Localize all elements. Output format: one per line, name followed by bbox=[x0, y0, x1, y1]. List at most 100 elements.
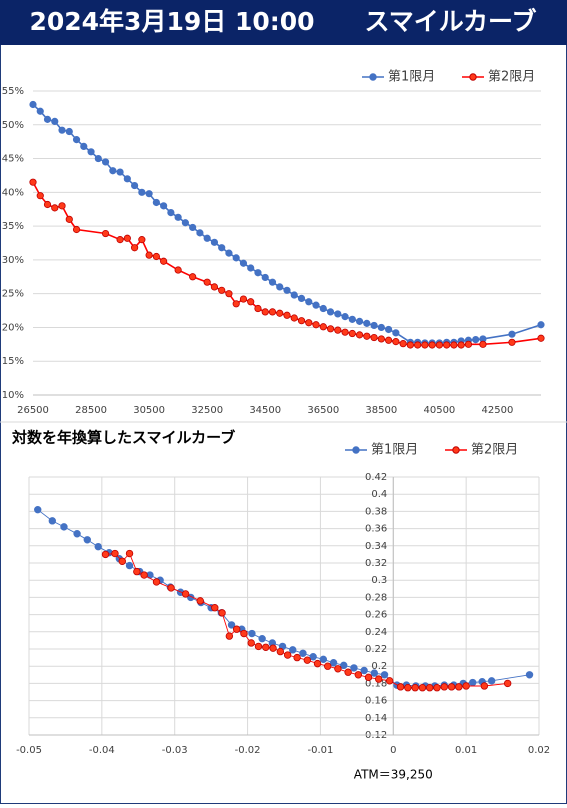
x-tick-label: 36500 bbox=[307, 405, 339, 416]
y-tick-label: 0.32 bbox=[365, 558, 387, 569]
y-tick-label: 20% bbox=[2, 322, 24, 333]
point bbox=[101, 550, 110, 559]
y-tick-label: 0.28 bbox=[365, 592, 387, 603]
point bbox=[289, 646, 297, 654]
point bbox=[111, 549, 119, 558]
point bbox=[426, 684, 434, 692]
point bbox=[80, 142, 88, 150]
y-tick-label: 0.24 bbox=[365, 627, 387, 638]
point bbox=[319, 304, 327, 313]
point bbox=[131, 181, 139, 190]
point bbox=[354, 671, 363, 679]
point bbox=[196, 597, 204, 605]
point bbox=[225, 249, 233, 257]
point bbox=[211, 604, 219, 612]
x-tick-label: 30500 bbox=[133, 405, 165, 416]
point bbox=[116, 168, 124, 176]
point bbox=[268, 278, 277, 286]
legend-marker bbox=[369, 73, 377, 81]
point bbox=[326, 325, 335, 333]
point bbox=[36, 192, 44, 200]
point bbox=[385, 677, 394, 685]
point bbox=[293, 653, 301, 662]
y-tick-label: 0.36 bbox=[365, 524, 387, 535]
point bbox=[340, 661, 348, 670]
point bbox=[125, 549, 134, 558]
point bbox=[341, 313, 349, 321]
point bbox=[360, 666, 368, 675]
point bbox=[60, 523, 68, 531]
point bbox=[457, 341, 465, 349]
point bbox=[43, 200, 52, 209]
point bbox=[377, 323, 385, 332]
point bbox=[123, 175, 131, 183]
point bbox=[309, 653, 317, 661]
point bbox=[58, 126, 66, 134]
point bbox=[29, 178, 37, 186]
point bbox=[181, 219, 189, 227]
point bbox=[350, 664, 358, 672]
point bbox=[51, 204, 59, 212]
point bbox=[138, 188, 146, 196]
x-tick-label: 38500 bbox=[365, 405, 397, 416]
y-tick-label: 0.38 bbox=[365, 506, 387, 517]
point bbox=[73, 530, 81, 538]
point bbox=[276, 283, 284, 291]
x-tick-label: -0.05 bbox=[16, 745, 42, 756]
x-tick-label: 28500 bbox=[75, 405, 107, 416]
point bbox=[174, 213, 182, 221]
point bbox=[363, 319, 371, 327]
point bbox=[218, 609, 226, 617]
point bbox=[364, 673, 373, 682]
point bbox=[384, 325, 393, 334]
point bbox=[210, 283, 219, 291]
point bbox=[396, 683, 405, 691]
point bbox=[370, 321, 378, 330]
point bbox=[248, 629, 256, 638]
point bbox=[51, 117, 59, 126]
point bbox=[399, 340, 407, 348]
point bbox=[189, 223, 197, 232]
point bbox=[181, 590, 190, 598]
point bbox=[218, 286, 226, 294]
point bbox=[29, 100, 37, 109]
point bbox=[116, 236, 124, 244]
point bbox=[305, 298, 313, 306]
point bbox=[290, 291, 298, 299]
point bbox=[72, 136, 81, 144]
point bbox=[380, 671, 389, 679]
x-tick-label: 42500 bbox=[482, 405, 514, 416]
x-tick-label: -0.03 bbox=[162, 745, 188, 756]
point bbox=[324, 662, 332, 670]
series-line bbox=[32, 103, 542, 344]
point bbox=[152, 578, 161, 586]
point bbox=[247, 639, 255, 647]
y-tick-label: 15% bbox=[2, 356, 24, 367]
point bbox=[254, 642, 263, 651]
point bbox=[239, 295, 248, 303]
point bbox=[537, 334, 545, 342]
point bbox=[232, 625, 241, 633]
point bbox=[341, 328, 349, 336]
point bbox=[421, 341, 429, 349]
x-tick-label: -0.02 bbox=[235, 745, 261, 756]
point bbox=[440, 683, 448, 691]
point bbox=[418, 684, 427, 692]
point bbox=[297, 317, 306, 325]
point bbox=[290, 314, 298, 322]
point bbox=[65, 215, 73, 223]
point bbox=[118, 557, 126, 565]
point bbox=[101, 229, 110, 238]
point bbox=[414, 341, 422, 349]
point bbox=[247, 298, 255, 306]
point bbox=[58, 202, 66, 210]
point bbox=[140, 571, 148, 579]
point bbox=[392, 329, 400, 337]
point bbox=[377, 335, 385, 343]
point bbox=[145, 190, 153, 198]
header-title: 2024年3月19日 10:00 スマイルカーブ bbox=[29, 7, 536, 36]
point bbox=[303, 656, 312, 664]
point bbox=[196, 229, 204, 237]
point bbox=[312, 321, 320, 329]
point bbox=[443, 341, 451, 349]
